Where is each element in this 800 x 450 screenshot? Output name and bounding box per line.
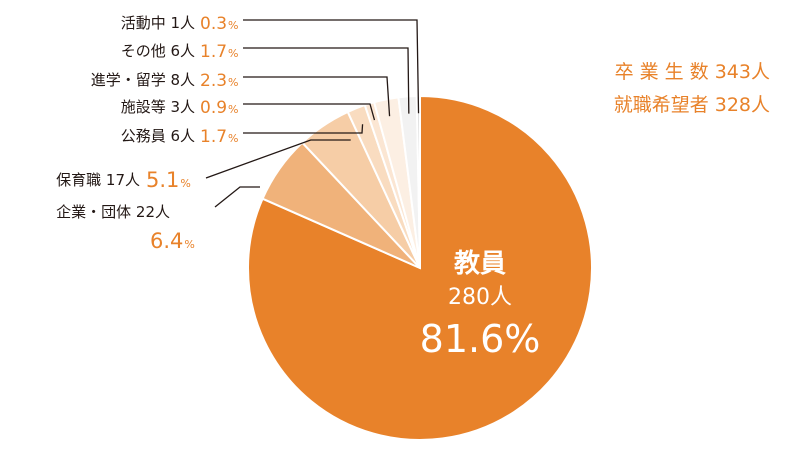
- slice-3-name-count: 保育職 17人: [56, 171, 140, 189]
- slice-2-leader: [214, 186, 260, 208]
- slice-3-label: 保育職 17人 5.1%: [56, 168, 191, 192]
- slice-4-leader: [243, 124, 364, 134]
- slice-7-leader: [243, 47, 410, 114]
- summary-graduates: 卒 業 生 数 343人: [615, 61, 770, 83]
- slice-4-name-count: 公務員 6人: [121, 127, 195, 145]
- slice-8-name-count: 活動中 1人: [121, 14, 195, 32]
- slice-labels: 教員 280人 81.6% 企業・団体 22人 6.4% 保育職 17人 5.1% 公務員 6…: [56, 14, 540, 361]
- slice-7-percent: 1.7%: [200, 42, 239, 62]
- slice-1-percent: 81.6%: [420, 317, 541, 361]
- slice-6-name-count: 進学・留学 8人: [91, 71, 195, 89]
- slice-2-name-count: 企業・団体 22人: [56, 203, 170, 221]
- slice-5-name-count: 施設等 3人: [121, 98, 195, 116]
- slice-5-leader: [243, 103, 376, 121]
- slice-4-label: 公務員 6人 1.7%: [121, 127, 239, 147]
- slice-8-label: 活動中 1人 0.3%: [121, 14, 239, 34]
- slice-8-leader: [243, 19, 420, 114]
- slice-7-name-count: その他 6人: [121, 42, 195, 60]
- slice-3-leader: [205, 139, 351, 179]
- slice-8-percent: 0.3%: [200, 14, 239, 34]
- slice-4-percent: 1.7%: [200, 127, 239, 147]
- slice-3-percent: 5.1%: [146, 168, 191, 192]
- slice-5-label: 施設等 3人 0.9%: [121, 98, 239, 118]
- slice-6-leader: [243, 76, 391, 117]
- slice-5-percent: 0.9%: [200, 98, 239, 118]
- slice-6-percent: 2.3%: [200, 71, 239, 91]
- slice-1-name: 教員: [454, 249, 506, 279]
- slice-2-label: 企業・団体 22人 6.4%: [56, 203, 195, 253]
- slice-1-count: 280人: [448, 285, 512, 310]
- pie-slices: [247, 94, 593, 441]
- slice-7-label: その他 6人 1.7%: [121, 42, 239, 62]
- slice-2-percent: 6.4%: [150, 229, 195, 253]
- summary-job-seekers: 就職希望者 328人: [614, 94, 770, 116]
- leader-lines: [205, 19, 420, 208]
- slice-6-label: 進学・留学 8人 2.3%: [91, 71, 239, 91]
